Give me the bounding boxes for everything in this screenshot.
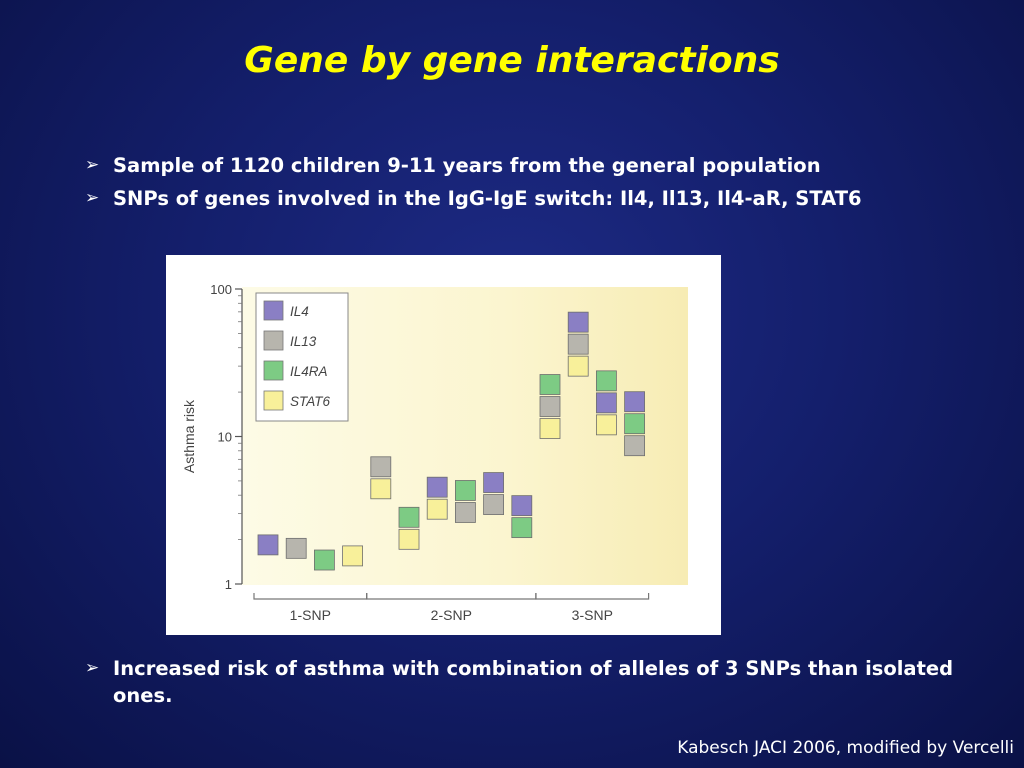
chart-svg: 1 10 100 Asthma risk IL4 IL13 IL4RA STAT6 1-SN… [181,282,688,623]
risk-mark [426,476,448,520]
arrow-bullet-icon: ➢ [85,155,100,175]
citation-credit: Kabesch JACI 2006, modified by Vercelli [677,738,1014,758]
arrow-bullet-icon: ➢ [85,658,100,678]
bullet-text: Increased risk of asthma with combinatio… [113,657,954,707]
group-label: 2-SNP [431,607,472,623]
gene-square-il4 [483,472,505,493]
risk-mark [342,545,364,567]
gene-square-il13 [567,333,589,355]
gene-square-il13 [483,494,505,515]
slide-title: Gene by gene interactions [244,40,780,81]
risk-mark [595,370,617,436]
risk-mark [454,480,476,523]
gene-square-stat6 [342,545,364,567]
risk-mark [624,391,646,457]
y-tick-label: 100 [210,282,232,297]
y-tick-label: 1 [225,577,232,592]
gene-square-il4 [511,495,533,517]
gene-square-il13 [539,396,561,417]
gene-square-il4 [595,392,617,414]
risk-mark [313,549,335,571]
risk-mark [285,537,307,559]
risk-mark [567,311,589,377]
risk-mark [370,456,392,500]
legend-label: IL13 [290,334,317,349]
legend-swatch [263,330,284,351]
bullet-item: ➢ SNPs of genes involved in the IgG-IgE … [85,185,965,212]
group-bracket [535,593,650,600]
risk-mark [539,374,561,439]
gene-square-stat6 [539,418,561,439]
gene-square-il4 [624,391,646,413]
group-label: 3-SNP [572,607,613,623]
legend-swatch [263,360,284,381]
bullet-list-top: ➢ Sample of 1120 children 9-11 years fro… [85,152,965,218]
bullet-item: ➢ Increased risk of asthma with combinat… [85,655,965,709]
y-tick-label: 10 [218,430,232,445]
group-bracket [366,593,537,600]
gene-square-stat6 [426,498,448,520]
legend-swatch [263,300,284,321]
gene-square-il4 [257,534,279,556]
gene-square-stat6 [370,478,392,500]
gene-square-stat6 [595,414,617,436]
gene-square-il4 [567,311,589,333]
bullet-list-bottom: ➢ Increased risk of asthma with combinat… [85,655,965,715]
gene-square-stat6 [398,528,420,550]
legend-label: IL4RA [290,364,328,379]
gene-square-il13 [370,456,392,478]
legend-label: STAT6 [290,394,330,409]
gene-square-il4ra [454,480,476,501]
risk-mark [398,506,420,550]
bullet-text: Sample of 1120 children 9-11 years from … [113,154,821,177]
asthma-risk-chart: 1 10 100 Asthma risk IL4 IL13 IL4RA STAT6 1-SN… [166,255,721,635]
gene-square-il4ra [624,413,646,435]
risk-mark [483,472,505,515]
risk-mark [257,534,279,556]
gene-square-il4ra [398,506,420,528]
gene-square-il4ra [511,517,533,539]
gene-square-il4ra [539,374,561,395]
gene-square-il13 [624,435,646,457]
y-axis-label: Asthma risk [181,399,197,473]
group-label: 1-SNP [290,607,331,623]
gene-square-il4 [426,476,448,498]
bullet-text: SNPs of genes involved in the IgG-IgE sw… [113,187,862,210]
group-bracket [253,593,368,600]
gene-square-stat6 [567,355,589,377]
risk-mark [511,495,533,539]
gene-square-il4ra [595,370,617,392]
gene-square-il13 [285,537,307,559]
legend-swatch [263,390,284,411]
gene-square-il13 [454,502,476,523]
legend-label: IL4 [290,304,309,319]
gene-square-il4ra [313,549,335,571]
bullet-item: ➢ Sample of 1120 children 9-11 years fro… [85,152,965,179]
arrow-bullet-icon: ➢ [85,188,100,208]
